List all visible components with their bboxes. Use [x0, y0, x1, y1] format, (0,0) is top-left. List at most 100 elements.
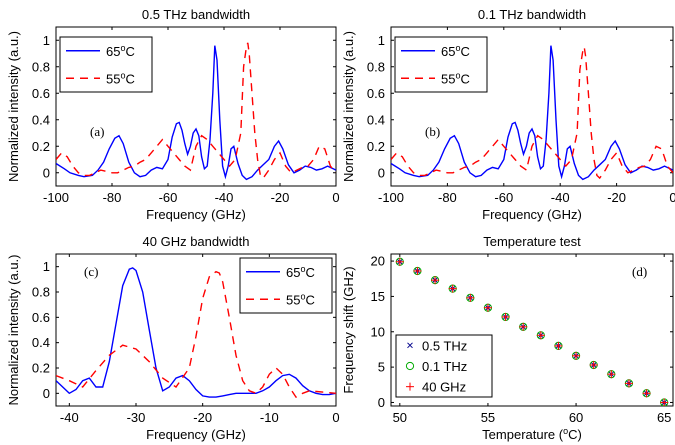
legend-label: 65oC: [441, 43, 470, 59]
x-tick-label: -20: [193, 410, 212, 425]
chart-title: Temperature test: [483, 234, 581, 249]
x-tick-label: -60: [494, 190, 513, 205]
y-tick-label: 0: [43, 165, 50, 180]
data-point: [642, 389, 651, 398]
legend-box: [394, 36, 488, 93]
x-tick-label: -80: [103, 190, 122, 205]
legend: 65oC 55oC: [394, 36, 488, 93]
y-tick-label: 1: [43, 33, 50, 48]
data-point: [466, 293, 475, 302]
x-tick-label: -40: [551, 190, 570, 205]
data-point: [431, 276, 440, 285]
y-tick-label: 1: [378, 33, 385, 48]
data-point: [448, 284, 457, 293]
legend-box: [59, 36, 153, 93]
x-tick-label: 0: [332, 410, 339, 425]
y-tick-label: 0.2: [32, 361, 50, 376]
data-point: [572, 351, 581, 360]
panel-label: (a): [90, 124, 104, 139]
data-point: [536, 331, 545, 340]
y-tick-label: 0.6: [32, 310, 50, 325]
y-tick-label: 10: [371, 324, 385, 339]
x-tick-label: -40: [60, 410, 79, 425]
y-tick-label: 5: [378, 360, 385, 375]
axes-box: [390, 26, 674, 187]
legend-label: 65oC: [286, 264, 315, 280]
x-tick-label: -100: [378, 190, 404, 205]
x-tick-label: 0: [332, 190, 339, 205]
series-line-55: [56, 270, 336, 399]
y-tick-label: 0.4: [32, 112, 50, 127]
panel-1: -100 -80 -60 -40 -20 0 0 0.2 0.4 0.6 0.8 1 0.5 THz b…: [6, 7, 340, 222]
y-tick-label: 0.2: [367, 139, 385, 154]
x-tick-label: 55: [481, 410, 495, 425]
panel-label: (b): [425, 124, 440, 139]
y-tick-label: 0.8: [367, 59, 385, 74]
x-tick-label: -30: [127, 410, 146, 425]
y-tick-label: 0: [378, 165, 385, 180]
data-point: [624, 379, 633, 388]
series-line-65: [56, 267, 336, 398]
y-axis-label: Normalized intensity (a.u.): [6, 31, 21, 182]
chart-title: 40 GHz bandwidth: [143, 234, 250, 249]
legend: 65oC 55oC: [59, 36, 153, 93]
legend-swatch: [407, 342, 413, 349]
plot-area: [391, 45, 673, 181]
data-point: [395, 257, 404, 266]
y-tick-label: 15: [371, 289, 385, 304]
y-axis-label: Frequency shift (GHz): [341, 266, 356, 393]
data-point: [413, 266, 422, 275]
plot-area: [56, 42, 336, 181]
legend-label: 65oC: [106, 43, 135, 59]
axes-box: [55, 253, 337, 407]
series-line-65: [391, 45, 673, 181]
x-axis-label-tail: C): [568, 427, 582, 442]
legend-swatch: [405, 361, 415, 371]
legend-label: 40 GHz: [422, 380, 466, 395]
series-line-65: [56, 45, 336, 181]
chart-title: 0.5 THz bandwidth: [142, 7, 250, 22]
plot-area: [395, 257, 669, 406]
x-axis-label: Temperature (oC): [482, 426, 582, 442]
legend-label: 55oC: [106, 70, 135, 86]
y-tick-label: 0.8: [32, 285, 50, 300]
data-point: [607, 370, 616, 379]
data-point: [554, 341, 563, 350]
x-tick-label: 50: [393, 410, 407, 425]
y-tick-label: 0: [43, 386, 50, 401]
y-axis-label: Normalized intensity (a.u.): [341, 31, 356, 182]
x-axis-label-sup: o: [563, 426, 568, 436]
y-tick-label: 0: [378, 395, 385, 410]
y-tick-label: 0.6: [32, 86, 50, 101]
legend-label: 55oC: [441, 70, 470, 86]
y-tick-label: 20: [371, 254, 385, 269]
y-tick-label: 0.4: [32, 335, 50, 350]
legend: 65oC 55oC: [239, 257, 333, 314]
y-tick-label: 0.4: [367, 112, 385, 127]
y-tick-label: 0.6: [367, 86, 385, 101]
axes-box: [390, 253, 674, 407]
x-tick-label: -10: [260, 410, 279, 425]
legend: 0.5 THz 0.1 THz 40 GHz: [395, 334, 493, 398]
x-axis-label: Frequency (GHz): [482, 207, 582, 222]
y-tick-label: 1: [43, 259, 50, 274]
x-axis-label: Frequency (GHz): [146, 427, 246, 442]
panel-2: -100 -80 -60 -40 -20 0 0 0.2 0.4 0.6 0.8 1 0.1 THz b…: [341, 7, 675, 222]
series-line-55: [391, 46, 673, 180]
data-point: [501, 312, 510, 321]
x-tick-label: -20: [607, 190, 626, 205]
panel-4: 50 55 60 65 0 5 10 15 20 Temperature test Temperat…: [341, 234, 674, 442]
x-tick-label: 65: [657, 410, 671, 425]
legend-swatch: [406, 382, 414, 391]
data-point: [660, 398, 669, 406]
legend-label: 55oC: [286, 291, 315, 307]
x-tick-label: -20: [271, 190, 290, 205]
panel-3: -40 -30 -20 -10 0 0 0.2 0.4 0.6 0.8 1 40 GHz bandwi…: [6, 234, 340, 442]
x-tick-label: 0: [669, 190, 675, 205]
panel-label: (c): [84, 264, 98, 279]
data-point: [519, 322, 528, 331]
x-tick-label: -80: [438, 190, 457, 205]
data-point: [483, 303, 492, 312]
legend-label: 0.5 THz: [422, 338, 467, 353]
